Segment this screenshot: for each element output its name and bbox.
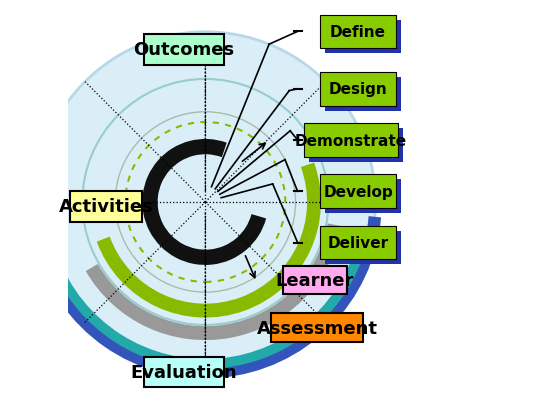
- Text: Develop: Develop: [323, 184, 393, 199]
- FancyBboxPatch shape: [325, 231, 401, 265]
- FancyBboxPatch shape: [320, 16, 396, 49]
- FancyBboxPatch shape: [325, 78, 401, 111]
- Text: Assessment: Assessment: [257, 319, 378, 337]
- Text: Define: Define: [330, 25, 386, 40]
- FancyBboxPatch shape: [304, 124, 398, 157]
- Text: Demonstrate: Demonstrate: [295, 133, 407, 148]
- FancyBboxPatch shape: [320, 73, 396, 106]
- Text: Outcomes: Outcomes: [133, 41, 234, 59]
- FancyBboxPatch shape: [320, 226, 396, 260]
- Text: Design: Design: [329, 82, 388, 97]
- FancyBboxPatch shape: [70, 191, 142, 222]
- FancyBboxPatch shape: [325, 20, 401, 54]
- FancyBboxPatch shape: [308, 129, 403, 162]
- FancyBboxPatch shape: [283, 266, 347, 294]
- Text: Activities: Activities: [58, 198, 153, 216]
- Circle shape: [35, 33, 376, 372]
- Text: Learner: Learner: [276, 271, 354, 289]
- FancyBboxPatch shape: [325, 180, 401, 213]
- FancyBboxPatch shape: [271, 314, 363, 342]
- FancyBboxPatch shape: [320, 175, 396, 209]
- FancyBboxPatch shape: [144, 357, 224, 387]
- Text: Evaluation: Evaluation: [130, 363, 237, 381]
- FancyBboxPatch shape: [144, 35, 224, 65]
- Text: Deliver: Deliver: [328, 236, 389, 250]
